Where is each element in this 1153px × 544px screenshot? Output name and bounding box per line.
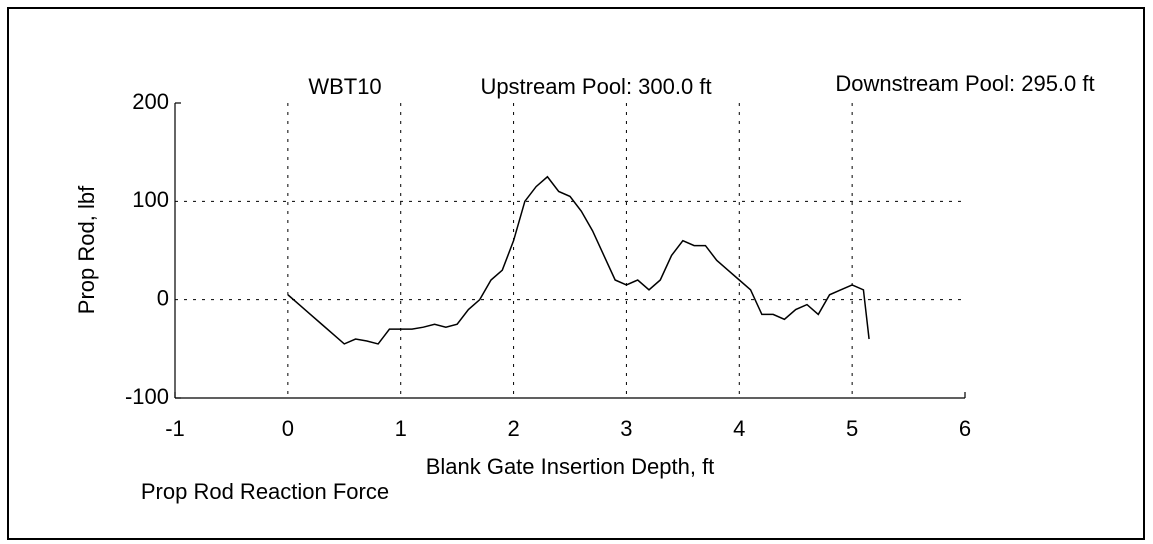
y-tick-label: -100	[125, 384, 169, 409]
data-line	[287, 175, 870, 345]
x-tick-label: 3	[620, 416, 632, 441]
y-tick-label: 200	[132, 89, 169, 114]
x-tick-label: 1	[395, 416, 407, 441]
frame	[7, 7, 1145, 540]
caption: Prop Rod Reaction Force	[141, 479, 389, 504]
y-tick-label: 0	[157, 285, 169, 310]
annotation: Downstream Pool: 295.0 ft	[835, 71, 1094, 96]
x-tick-label: 6	[959, 416, 971, 441]
x-axis-label: Blank Gate Insertion Depth, ft	[426, 454, 715, 479]
x-tick-label: 2	[507, 416, 519, 441]
annotation: Upstream Pool: 300.0 ft	[480, 74, 711, 99]
y-axis-label: Prop Rod, lbf	[74, 185, 99, 314]
y-tick-label: 100	[132, 187, 169, 212]
x-tick-label: 0	[282, 416, 294, 441]
x-tick-label: 5	[846, 416, 858, 441]
annotation: WBT10	[308, 74, 381, 99]
x-tick-label: 4	[733, 416, 745, 441]
x-tick-label: -1	[165, 416, 185, 441]
